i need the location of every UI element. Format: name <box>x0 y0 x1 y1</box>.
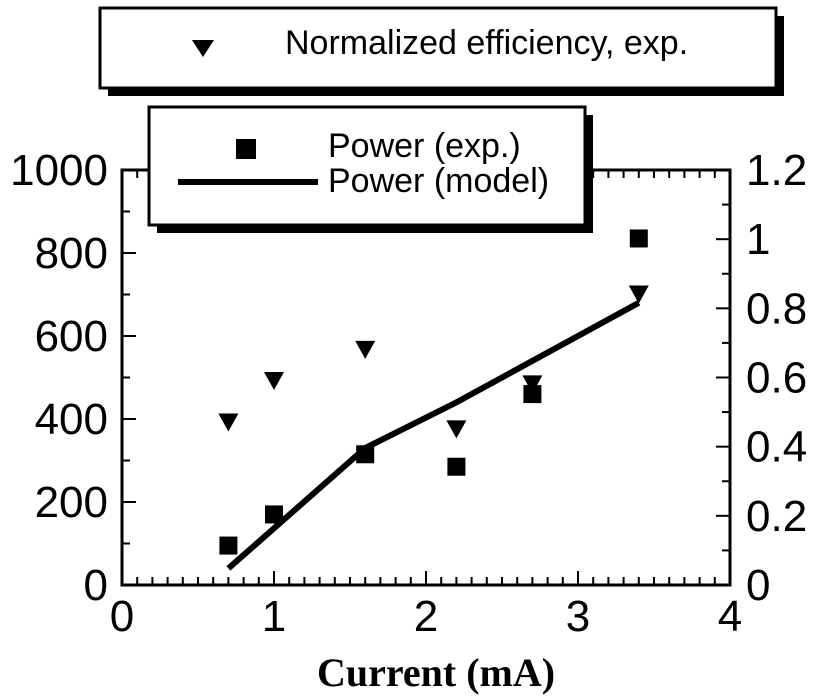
legend-main-box <box>147 105 587 227</box>
y-right-tick-label: 0.8 <box>746 284 807 333</box>
y-left-tick-label: 600 <box>35 312 108 361</box>
legend-top-box <box>98 6 778 90</box>
x-tick-label: 2 <box>414 592 438 641</box>
legend-top-marker <box>192 40 214 57</box>
y-left-tick-label: 1000 <box>10 146 108 195</box>
y-right-tick-label: 1.2 <box>746 146 807 195</box>
point-efficiency <box>446 420 467 439</box>
y-right-tick-label: 0.2 <box>746 492 807 541</box>
y-left-tick-label: 800 <box>35 229 108 278</box>
y-left-tick-label: 400 <box>35 395 108 444</box>
y-left-tick-label: 200 <box>35 478 108 527</box>
point-power-exp <box>265 505 283 524</box>
point-power-exp <box>219 536 238 555</box>
point-efficiency <box>522 375 543 394</box>
x-axis-label: Current (mA) <box>317 650 555 695</box>
y-right-tick-label: 1 <box>746 215 770 264</box>
x-tick-label: 1 <box>262 592 286 641</box>
point-power-exp <box>447 457 466 476</box>
legend-top-label: Normalized efficiency, exp. <box>285 24 688 62</box>
legend-main-label-power-exp: Power (exp.) <box>328 127 521 165</box>
point-efficiency <box>628 285 649 304</box>
legend-main-label-power-model: Power (model) <box>328 162 549 200</box>
x-tick-label: 3 <box>566 592 590 641</box>
x-tick-label: 4 <box>718 592 742 641</box>
y-right-tick-label: 0.4 <box>746 423 807 472</box>
y-right-tick-label: 0.6 <box>746 354 807 403</box>
legend-main-marker-square <box>236 139 256 159</box>
point-efficiency <box>264 371 284 390</box>
point-efficiency <box>218 413 239 432</box>
y-left-tick-label: 0 <box>84 561 108 610</box>
y-right-tick-label: 0 <box>746 561 770 610</box>
point-power-exp <box>629 229 648 248</box>
series-line-power-model <box>226 300 641 571</box>
x-tick-label: 0 <box>110 592 134 641</box>
point-efficiency <box>355 340 376 359</box>
point-power-exp <box>523 385 542 404</box>
